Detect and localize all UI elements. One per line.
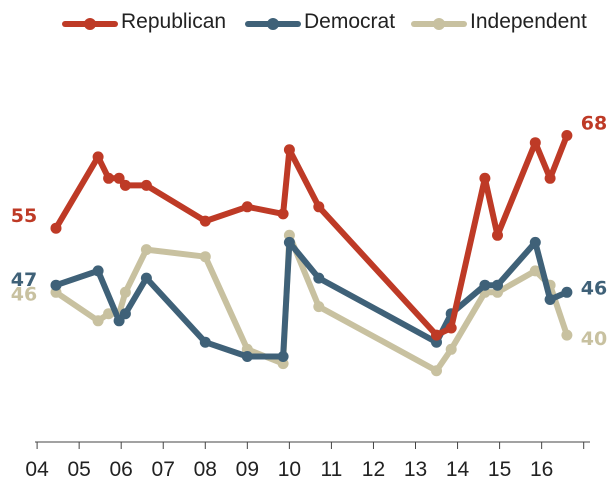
data-point-independent — [529, 265, 541, 277]
data-point-democrat — [492, 279, 503, 291]
data-point-democrat — [277, 351, 289, 362]
data-point-republican — [492, 229, 503, 241]
data-point-democrat — [113, 315, 125, 327]
data-point-democrat — [50, 279, 62, 291]
x-tick-label: 15 — [488, 458, 511, 481]
data-point-democrat — [544, 294, 556, 305]
data-point-republican — [313, 201, 325, 213]
data-point-republican — [479, 172, 491, 184]
data-point-independent — [92, 315, 104, 327]
data-point-republican — [277, 208, 289, 220]
legend-label-republican: Republican — [121, 10, 227, 33]
data-point-democrat — [313, 272, 325, 284]
x-tick-label: 05 — [67, 458, 90, 481]
legend-swatch-democrat — [245, 18, 301, 30]
data-point-independent — [199, 251, 211, 263]
legend-label-independent: Independent — [470, 10, 587, 33]
data-point-republican — [199, 215, 211, 227]
data-point-democrat — [92, 265, 104, 277]
data-point-independent — [140, 244, 152, 256]
x-tick-label: 07 — [152, 458, 175, 481]
legend-swatch-republican — [62, 18, 118, 30]
data-point-republican — [431, 329, 442, 341]
legend-label-democrat: Democrat — [304, 10, 396, 33]
data-point-independent — [561, 329, 573, 341]
data-point-republican — [119, 179, 131, 191]
legend-swatch-independent — [411, 18, 467, 30]
x-tick-label: 10 — [278, 458, 301, 481]
series-layer — [50, 130, 573, 377]
x-tick-label: 14 — [446, 458, 470, 481]
legend-marker-independent — [433, 18, 445, 30]
data-point-republican — [445, 322, 457, 334]
data-point-republican — [241, 201, 253, 213]
legend-marker-democrat — [267, 18, 279, 30]
data-point-independent — [103, 308, 115, 320]
data-point-democrat — [119, 308, 131, 320]
x-tick-label: 09 — [236, 458, 259, 481]
series-republican — [50, 130, 573, 341]
data-point-independent — [119, 286, 131, 298]
data-point-republican — [561, 130, 573, 141]
data-point-republican — [113, 172, 125, 184]
legend: Republican Democrat Independent — [0, 6, 610, 42]
data-point-democrat — [561, 286, 573, 298]
data-point-independent — [431, 365, 442, 377]
start-label-democrat: 47 — [11, 269, 37, 291]
data-point-republican — [544, 172, 556, 184]
series-line-democrat — [53, 239, 570, 360]
data-point-democrat — [199, 336, 211, 348]
x-tick-label: 04 — [25, 458, 49, 481]
data-point-democrat — [479, 279, 491, 291]
x-tick-label: 12 — [362, 458, 385, 481]
end-label-democrat: 46 — [581, 277, 607, 299]
end-label-independent: 40 — [581, 328, 607, 350]
series-democrat — [50, 236, 573, 362]
data-point-democrat — [140, 272, 152, 284]
x-tick-label: 08 — [194, 458, 217, 481]
end-label-republican: 68 — [581, 113, 607, 135]
data-point-independent — [313, 301, 325, 313]
x-tick-label: 06 — [110, 458, 133, 481]
data-point-democrat — [283, 236, 295, 248]
data-point-democrat — [529, 236, 541, 248]
x-tick-label: 16 — [530, 458, 553, 481]
start-label-republican: 55 — [11, 205, 37, 227]
x-axis: 04 05 06 07 08 09 10 11 12 13 14 15 16 — [25, 441, 590, 481]
data-point-republican — [103, 172, 115, 184]
legend-marker-republican — [84, 18, 96, 30]
data-point-republican — [140, 179, 152, 191]
data-point-democrat — [241, 351, 253, 362]
x-tick-label: 11 — [321, 458, 343, 481]
data-point-republican — [529, 137, 541, 149]
data-point-independent — [445, 343, 457, 355]
data-point-republican — [283, 144, 295, 156]
start-label-independent: 46 — [11, 283, 37, 305]
data-point-republican — [92, 151, 104, 163]
x-tick-label: 13 — [404, 458, 427, 481]
data-point-republican — [50, 222, 62, 234]
